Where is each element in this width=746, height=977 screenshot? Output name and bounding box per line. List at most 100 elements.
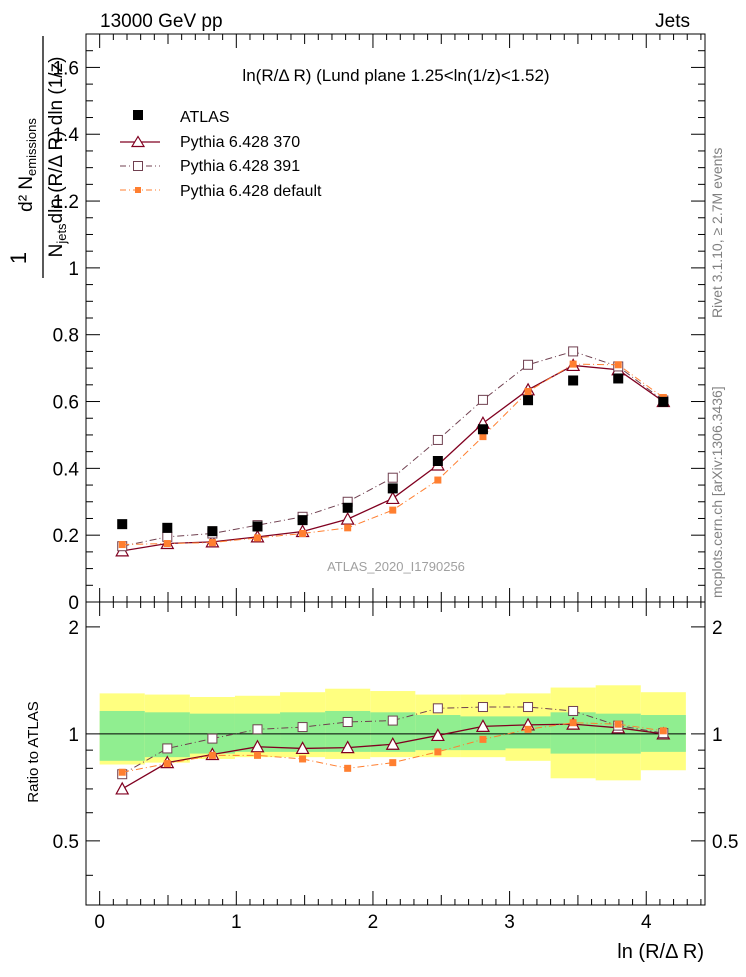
point-pdef — [479, 433, 487, 441]
main-y-tick-label: 1.2 — [53, 192, 79, 213]
main-y-tick-label: 0 — [68, 593, 79, 614]
point-pdef — [524, 725, 532, 733]
ylabel-denominator-post: dln (R/Δ R) dln (1/z) — [46, 57, 67, 224]
ratio-y-tick-label: 2 — [68, 618, 79, 639]
legend-atlas-marker — [133, 110, 143, 120]
point-p370 — [385, 736, 400, 750]
point-p370 — [430, 728, 445, 742]
point-p370 — [340, 740, 355, 754]
side-text-mcplots: mcplots.cern.ch [arXiv:1306.3436] — [709, 386, 725, 598]
point-atlas — [613, 373, 624, 384]
point-pdef — [389, 506, 397, 514]
legend-pdef-label: Pythia 6.428 default — [180, 183, 322, 200]
series-line-p370 — [122, 364, 664, 552]
ratio-y-tick-label-right: 2 — [712, 618, 723, 639]
point-atlas — [252, 521, 263, 532]
ylabel-prefactor: 1 — [6, 252, 31, 264]
ylabel-numerator-sub: emissions — [24, 118, 39, 176]
point-pdef — [253, 751, 261, 759]
axis-ticks — [86, 33, 705, 905]
x-tick-label: 0 — [94, 912, 105, 933]
ratio-y-tick-label: 1 — [68, 725, 79, 746]
ratio-y-tick-label-right: 1 — [712, 725, 723, 746]
main-panel-frame — [85, 33, 706, 603]
ylabel-denominator-sub: jets — [54, 223, 69, 245]
point-p391 — [162, 531, 173, 542]
ylabel-numerator: d² Nemissions — [16, 118, 39, 212]
point-pdef — [208, 539, 216, 547]
point-p391 — [523, 359, 534, 370]
x-tick-label: 1 — [231, 912, 242, 933]
x-tick-label: 2 — [368, 912, 379, 933]
point-atlas — [432, 456, 443, 467]
main-y-tick-label: 1.6 — [53, 58, 79, 79]
x-axis-label: ln (R/Δ R) — [617, 941, 704, 963]
point-atlas — [387, 483, 398, 494]
point-p370 — [250, 739, 265, 753]
legend-atlas-label: ATLAS — [180, 109, 230, 126]
ratio-ylabel: Ratio to ATLAS — [25, 701, 42, 802]
main-series — [115, 346, 671, 557]
ratio-y-tick-label-right: 0.5 — [712, 832, 738, 853]
point-p391 — [252, 724, 263, 735]
point-pdef — [118, 541, 126, 549]
analysis-label: ATLAS_2020_I1790256 — [327, 559, 465, 574]
axis-tick-labels: 0 0.2 0.4 0.6 0.8 1 1.2 1.4 1.6 0 1 2 3 4 0.5 0.5 1 1 2 2 — [53, 58, 739, 933]
main-y-tick-label: 1.4 — [53, 125, 80, 146]
point-pdef — [163, 540, 171, 548]
side-text-rivet: Rivet 3.1.10, ≥ 2.7M events — [709, 148, 725, 318]
x-tick-label: 4 — [641, 912, 652, 933]
point-p391 — [387, 715, 398, 726]
main-ylabel: 1 d² Nemissions Njetsdln (R/Δ R) dln (1/… — [6, 36, 69, 278]
legend-p391-marker — [133, 161, 143, 171]
main-y-tick-label: 1 — [68, 259, 79, 280]
ylabel-denominator-pre: N — [46, 244, 67, 258]
band-inner-bin — [99, 710, 145, 761]
point-pdef — [253, 534, 261, 542]
point-p370 — [385, 491, 400, 505]
point-pdef — [118, 768, 126, 776]
main-y-tick-label: 0.6 — [53, 393, 79, 414]
point-pdef — [208, 751, 216, 759]
legend-pdef-marker — [135, 187, 141, 193]
point-pdef — [344, 524, 352, 532]
point-p391 — [432, 434, 443, 445]
point-pdef — [659, 727, 667, 735]
ratio-panel-frame — [85, 601, 706, 906]
point-atlas — [162, 522, 173, 533]
point-pdef — [434, 748, 442, 756]
point-p391 — [432, 703, 443, 714]
point-p391 — [477, 394, 488, 405]
point-atlas — [207, 526, 218, 537]
point-p391 — [477, 702, 488, 713]
point-pdef — [479, 735, 487, 743]
point-pdef — [389, 759, 397, 767]
point-p370 — [340, 511, 355, 525]
point-pdef — [524, 388, 532, 396]
x-tick-label: 3 — [504, 912, 515, 933]
point-atlas — [477, 424, 488, 435]
point-pdef — [614, 720, 622, 728]
ylabel-denominator: Njetsdln (R/Δ R) dln (1/z) — [46, 57, 69, 258]
legend-p391-label: Pythia 6.428 391 — [180, 158, 300, 175]
point-atlas — [523, 395, 534, 406]
header-left: 13000 GeV pp — [100, 11, 223, 32]
point-atlas — [658, 396, 669, 407]
point-pdef — [569, 360, 577, 368]
series-line-pdef — [122, 363, 664, 546]
point-atlas — [297, 515, 308, 526]
header-right: Jets — [655, 11, 690, 32]
point-p391 — [207, 733, 218, 744]
ratio-series — [115, 702, 671, 795]
ylabel-numerator-main: d² N — [16, 176, 37, 212]
point-p370 — [475, 719, 490, 732]
point-p391 — [162, 743, 173, 754]
series-line-p391 — [122, 350, 664, 547]
point-pdef — [569, 719, 577, 727]
point-p391 — [342, 716, 353, 727]
point-pdef — [614, 361, 622, 369]
legend-p370-label: Pythia 6.428 370 — [180, 134, 300, 151]
point-atlas — [342, 502, 353, 513]
